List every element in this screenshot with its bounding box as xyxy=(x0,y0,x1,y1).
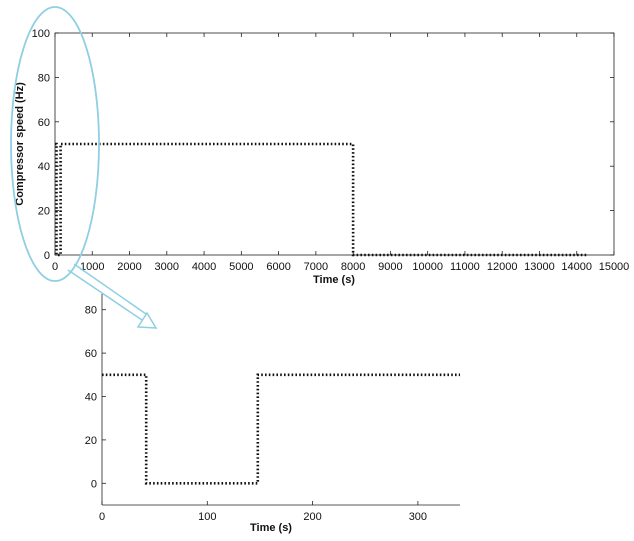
y-tick-label: 0 xyxy=(91,478,97,490)
inset-chart-x-tick-labels: 0 100 200 300 xyxy=(99,511,427,523)
x-tick-label: 11000 xyxy=(450,261,480,273)
y-tick-label: 0 xyxy=(44,250,50,262)
main-chart-series-line xyxy=(55,142,588,257)
x-tick-label: 8000 xyxy=(341,261,365,273)
main-chart-x-axis-label: Time (s) xyxy=(313,274,355,286)
inset-chart-x-axis-label: Time (s) xyxy=(250,522,292,534)
main-chart-x-tick-labels: 0 1000 2000 3000 4000 5000 6000 7000 8000 9000 100… xyxy=(52,261,629,273)
inset-chart-series-line xyxy=(102,373,460,485)
y-tick-label: 80 xyxy=(85,305,97,317)
main-chart-y-tick-labels: 0 20 40 60 80 100 xyxy=(32,28,50,262)
x-tick-label: 14000 xyxy=(561,261,592,273)
x-tick-label: 0 xyxy=(99,511,105,523)
main-chart-ticks xyxy=(54,32,615,256)
y-tick-label: 60 xyxy=(38,117,50,129)
main-chart: 0 1000 2000 3000 4000 5000 6000 7000 8000 9000 100… xyxy=(14,28,629,286)
y-tick-label: 40 xyxy=(85,392,97,404)
y-tick-label: 40 xyxy=(38,161,50,173)
x-tick-label: 2000 xyxy=(117,261,141,273)
x-tick-label: 15000 xyxy=(599,261,630,273)
x-tick-label: 12000 xyxy=(487,261,518,273)
x-tick-label: 100 xyxy=(198,511,216,523)
x-tick-label: 7000 xyxy=(304,261,328,273)
y-tick-label: 20 xyxy=(85,435,97,447)
inset-chart-y-tick-labels: 0 20 40 60 80 xyxy=(85,305,97,491)
x-tick-label: 13000 xyxy=(524,261,555,273)
x-tick-label: 3000 xyxy=(155,261,179,273)
y-tick-label: 100 xyxy=(32,28,50,40)
x-tick-label: 5000 xyxy=(229,261,253,273)
x-tick-label: 4000 xyxy=(192,261,216,273)
x-tick-label: 0 xyxy=(52,261,58,273)
main-chart-frame xyxy=(54,32,615,256)
y-tick-label: 20 xyxy=(38,206,50,218)
x-tick-label: 10000 xyxy=(412,261,443,273)
zoom-callout-arrow xyxy=(67,263,158,329)
main-chart-y-axis-label: Compressor speed (Hz) xyxy=(14,82,26,206)
zoom-highlight-ellipse xyxy=(10,6,100,282)
zoom-inset-chart: 0 100 200 300 0 20 40 60 80 Time (s) xyxy=(85,294,460,534)
y-tick-label: 80 xyxy=(38,72,50,84)
inset-chart-ticks xyxy=(101,309,419,505)
y-tick-label: 60 xyxy=(85,348,97,360)
x-tick-label: 9000 xyxy=(378,261,402,273)
x-tick-label: 300 xyxy=(409,511,427,523)
x-tick-label: 1000 xyxy=(80,261,104,273)
x-tick-label: 6000 xyxy=(266,261,290,273)
x-tick-label: 200 xyxy=(303,511,321,523)
